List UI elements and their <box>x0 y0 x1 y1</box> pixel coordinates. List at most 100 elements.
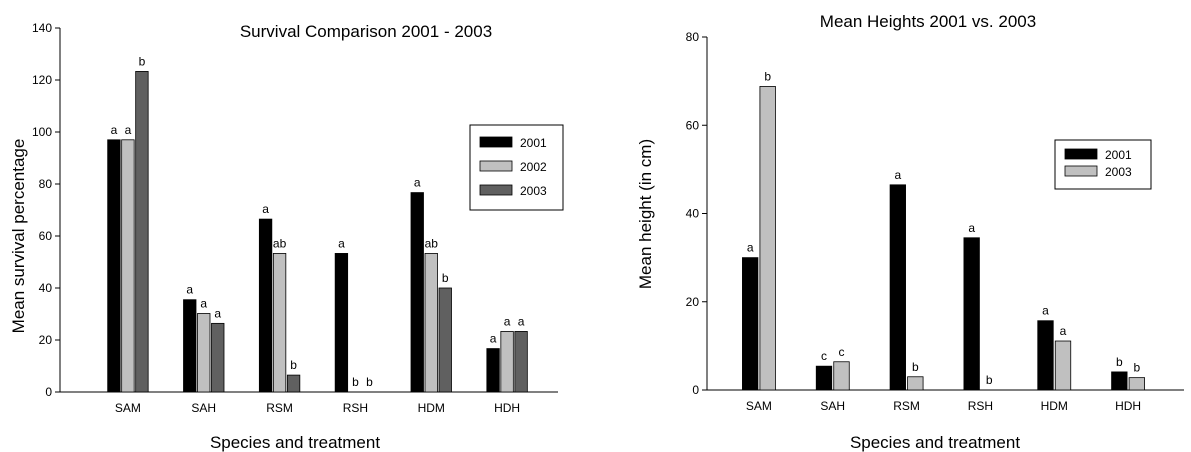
data-label: a <box>111 123 118 137</box>
height-chart: Mean Heights 2001 vs. 2003 Species and t… <box>636 12 1184 452</box>
bar <box>424 253 438 393</box>
bar <box>286 374 301 393</box>
x-tick-label: SAH <box>820 399 845 413</box>
x-tick-label: SAH <box>191 401 216 415</box>
y-tick-label: 140 <box>32 21 52 35</box>
data-label: a <box>214 306 221 320</box>
data-label: a <box>968 221 975 235</box>
bar <box>889 184 906 391</box>
data-label: c <box>839 345 845 359</box>
y-tick-label: 80 <box>39 177 53 191</box>
survival-chart: Survival Comparison 2001 - 2003 Species … <box>9 21 564 452</box>
bar <box>107 139 121 393</box>
data-label: c <box>821 349 827 363</box>
bar <box>258 218 273 393</box>
x-tick-label: RSH <box>343 401 368 415</box>
data-label: b <box>912 360 919 374</box>
data-label: a <box>1060 324 1067 338</box>
data-label: a <box>490 332 497 346</box>
y-tick-label: 0 <box>692 383 699 397</box>
bar <box>410 192 424 393</box>
data-label: a <box>414 176 421 190</box>
x-tick-label: HDH <box>494 401 520 415</box>
data-label: a <box>262 202 269 216</box>
x-tick-label: RSM <box>266 401 293 415</box>
data-label: a <box>338 236 345 250</box>
bar <box>135 71 149 393</box>
data-label: a <box>125 123 132 137</box>
bar <box>514 331 528 393</box>
y-axis-label: Mean survival percentage <box>9 139 28 334</box>
y-tick-label: 100 <box>32 125 52 139</box>
legend-swatch <box>479 160 513 172</box>
bar <box>486 348 500 393</box>
data-label: a <box>518 314 525 328</box>
x-tick-label: HDM <box>418 401 445 415</box>
data-label: b <box>442 271 449 285</box>
bar <box>272 253 287 393</box>
legend-box <box>1054 139 1152 190</box>
chart-title: Survival Comparison 2001 - 2003 <box>240 22 492 41</box>
bar <box>211 322 225 393</box>
x-tick-label: HDM <box>1041 399 1068 413</box>
legend-label: 2001 <box>1105 148 1132 162</box>
bar <box>500 331 514 393</box>
bar <box>1111 371 1128 391</box>
bar <box>907 376 924 391</box>
x-tick-label: SAM <box>115 401 141 415</box>
data-label: b <box>1116 355 1123 369</box>
bar <box>121 139 135 393</box>
y-tick-label: 60 <box>39 229 53 243</box>
legend-swatch <box>1064 165 1098 177</box>
bar <box>334 253 349 393</box>
bar <box>759 86 776 391</box>
bar <box>438 287 452 393</box>
x-tick-label: SAM <box>746 399 772 413</box>
data-label: a <box>1042 304 1049 318</box>
data-label: a <box>186 283 193 297</box>
data-label: b <box>366 375 373 389</box>
legend-label: 2003 <box>1105 165 1132 179</box>
data-label: b <box>352 375 359 389</box>
y-tick-label: 0 <box>45 385 52 399</box>
data-label: b <box>764 69 771 83</box>
bar <box>833 361 850 391</box>
bar <box>742 257 759 391</box>
data-label: b <box>139 54 146 68</box>
legend-label: 2002 <box>520 160 547 174</box>
legend-swatch <box>479 136 513 148</box>
x-tick-label: RSM <box>893 399 920 413</box>
y-tick-label: 40 <box>39 281 53 295</box>
data-label: a <box>747 241 754 255</box>
x-tick-label: RSH <box>968 399 993 413</box>
data-label: ab <box>425 236 439 250</box>
bar <box>183 299 197 393</box>
y-tick-label: 40 <box>686 207 700 221</box>
y-tick-label: 20 <box>39 333 53 347</box>
data-label: ab <box>273 236 287 250</box>
bar <box>1054 340 1072 391</box>
y-axis-label: Mean height (in cm) <box>636 139 655 289</box>
bar <box>1128 377 1145 391</box>
bar <box>815 365 833 391</box>
legend-label: 2003 <box>520 184 547 198</box>
data-label: a <box>894 168 901 182</box>
bar <box>963 237 980 391</box>
y-tick-label: 80 <box>686 30 700 44</box>
legend-label: 2001 <box>520 136 547 150</box>
y-tick-label: 60 <box>686 118 700 132</box>
x-tick-label: HDH <box>1115 399 1141 413</box>
data-label: a <box>200 296 207 310</box>
x-axis-label: Species and treatment <box>850 433 1020 452</box>
legend-swatch <box>479 184 513 196</box>
data-label: a <box>504 314 511 328</box>
y-tick-label: 120 <box>32 73 52 87</box>
x-axis-label: Species and treatment <box>210 433 380 452</box>
chart-title: Mean Heights 2001 vs. 2003 <box>820 12 1036 31</box>
data-label: b <box>986 373 993 387</box>
y-tick-label: 20 <box>686 295 700 309</box>
data-label: b <box>1133 361 1140 375</box>
data-label: b <box>290 358 297 372</box>
bar <box>197 313 211 393</box>
